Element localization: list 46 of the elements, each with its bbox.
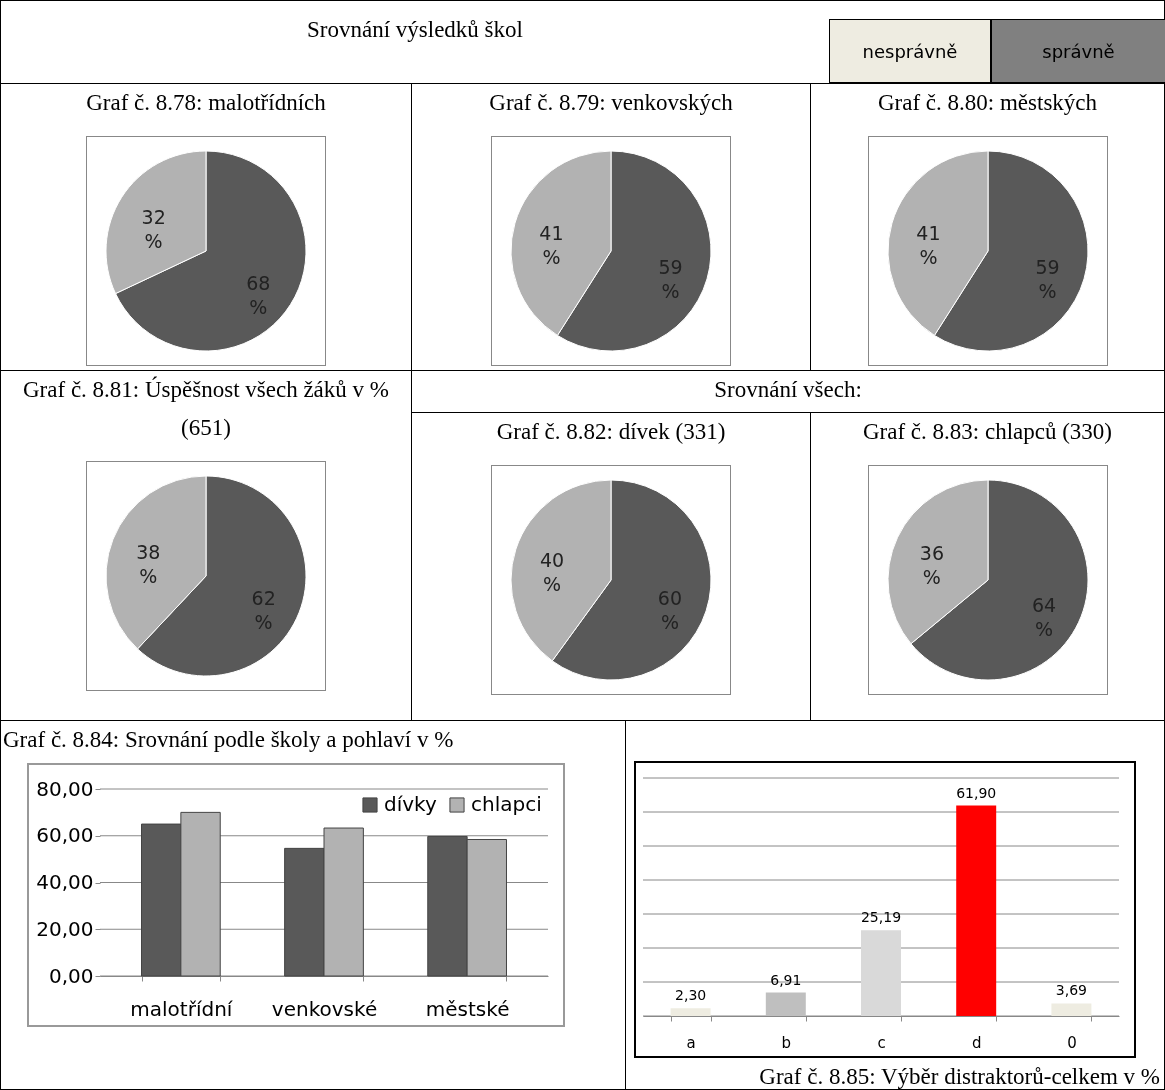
- y-tick-label: 0,00: [48, 963, 94, 988]
- data-label: 41 %: [539, 221, 564, 268]
- x-tick-label: městské: [425, 996, 510, 1021]
- y-tick-label: 40,00: [36, 870, 94, 894]
- x-tick-label: b: [781, 1033, 792, 1052]
- data-label: 32 %: [141, 205, 166, 252]
- y-tick-label: 80,00: [36, 776, 94, 801]
- bar: [956, 805, 997, 1016]
- data-label: 6,91: [770, 971, 802, 988]
- x-tick-label: c: [877, 1033, 886, 1052]
- data-label: 60 %: [657, 587, 683, 634]
- data-label: 3,69: [1055, 982, 1087, 999]
- bar: [1051, 1003, 1092, 1016]
- x-tick-label: malotřídní: [130, 996, 234, 1021]
- chart-title: Graf č. 8.80: městských: [876, 89, 1099, 117]
- x-tick-label: venkovské: [271, 996, 378, 1021]
- legend-label: chlapci: [471, 792, 542, 816]
- text: nesprávně: [829, 19, 991, 83]
- data-label: 68 %: [246, 272, 271, 319]
- bar: [861, 930, 901, 1016]
- data-label: 36 %: [919, 541, 944, 588]
- legend-label: dívky: [384, 792, 437, 816]
- chart-title: Graf č. 8.78: malotřídních: [85, 89, 327, 117]
- text: Srovnání všech:: [713, 376, 863, 404]
- x-tick-label: d: [971, 1033, 982, 1052]
- data-label: 41 %: [915, 221, 941, 268]
- text: Graf č. 8.85: Výběr distraktorů-celkem v %: [758, 1063, 1161, 1090]
- chart-title: Graf č. 8.79: venkovských: [488, 89, 734, 117]
- data-label: 40 %: [539, 548, 565, 595]
- chart-title: Graf č. 8.82: dívek (331): [495, 418, 727, 446]
- data-label: 25,19: [860, 909, 902, 926]
- data-label: 62 %: [251, 586, 276, 633]
- data-label: 38 %: [136, 541, 161, 588]
- x-tick-label: 0: [1067, 1033, 1077, 1052]
- y-tick-label: 60,00: [36, 823, 94, 848]
- text: Srovnání výsledků škol: [306, 16, 524, 44]
- bar: [765, 992, 806, 1016]
- chart-title: Graf č. 8.81: Úspěšnost všech žáků v % (651): [22, 375, 390, 442]
- x-tick-label: a: [686, 1033, 696, 1052]
- data-label: 61,90: [956, 784, 997, 801]
- text: správně: [991, 19, 1165, 83]
- chart-title: Graf č. 8.83: chlapců (330): [861, 418, 1114, 446]
- y-tick-label: 20,00: [36, 916, 94, 941]
- data-label: 2,30: [675, 987, 707, 1004]
- bar: [670, 1008, 711, 1016]
- chart-title: Graf č. 8.84: Srovnání podle školy a pohlaví v %: [2, 726, 455, 754]
